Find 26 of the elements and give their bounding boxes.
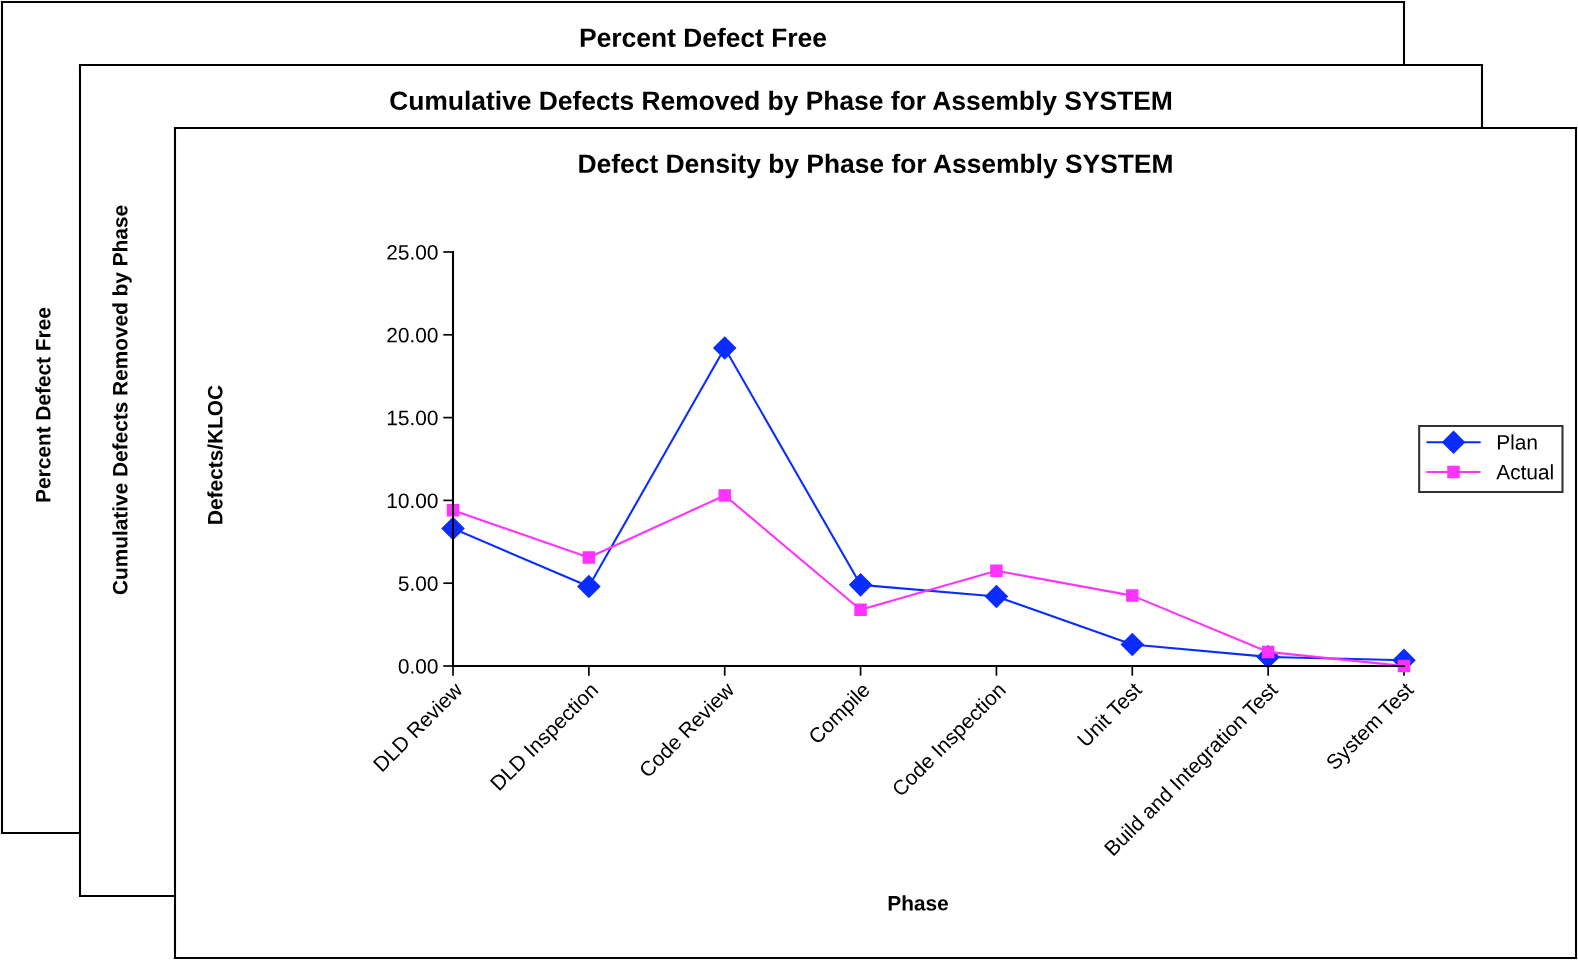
- point: [713, 336, 737, 360]
- point: [582, 551, 596, 564]
- point: [849, 573, 873, 597]
- x-tick-label: Unit Test: [1076, 680, 1143, 748]
- y-tick-label: 10.00: [387, 493, 438, 509]
- y-axis-title: Defects/KLOC: [207, 385, 223, 524]
- legend-label: Actual: [1496, 464, 1553, 480]
- point: [1126, 589, 1139, 602]
- legend-label: Plan: [1497, 434, 1537, 450]
- y-tick-label: 0.00: [398, 659, 438, 674]
- y-tick-label: 5.00: [398, 576, 438, 591]
- point: [718, 489, 731, 502]
- point: [577, 575, 601, 599]
- point: [1120, 632, 1144, 656]
- text: Cumulative Defects Removed by Phase for Assembly SYSTEM: [390, 90, 1172, 116]
- text: Cumulative Defects Removed by Phase: [112, 205, 132, 595]
- y-tick-label: 25.00: [387, 245, 438, 260]
- text: Percent Defect Free: [35, 307, 51, 502]
- point: [854, 603, 867, 616]
- chart-title: Defect Density by Phase for Assembly SYSTEM: [579, 153, 1172, 179]
- y-tick-label: 15.00: [387, 410, 438, 426]
- point: [984, 584, 1008, 608]
- point: [990, 564, 1003, 578]
- y-tick-label: 20.00: [387, 327, 438, 343]
- text: Percent Defect Free: [580, 27, 827, 48]
- x-axis-title: Phase: [888, 895, 948, 911]
